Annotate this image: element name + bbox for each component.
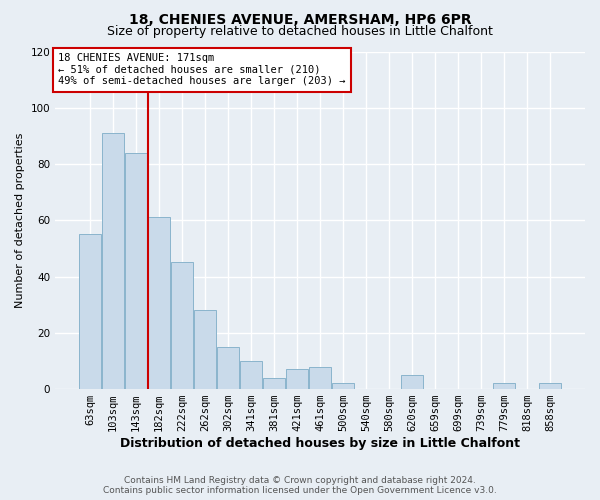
Text: Contains HM Land Registry data © Crown copyright and database right 2024.
Contai: Contains HM Land Registry data © Crown c… [103, 476, 497, 495]
Bar [171, 262, 193, 389]
Bar [539, 384, 561, 389]
Bar [401, 375, 423, 389]
Bar [125, 153, 147, 389]
Bar [263, 378, 285, 389]
Y-axis label: Number of detached properties: Number of detached properties [15, 132, 25, 308]
Bar [79, 234, 101, 389]
Text: 18, CHENIES AVENUE, AMERSHAM, HP6 6PR: 18, CHENIES AVENUE, AMERSHAM, HP6 6PR [128, 12, 472, 26]
Bar [286, 370, 308, 389]
Bar [309, 366, 331, 389]
Bar [194, 310, 216, 389]
Bar [240, 361, 262, 389]
Bar [148, 218, 170, 389]
Text: Size of property relative to detached houses in Little Chalfont: Size of property relative to detached ho… [107, 25, 493, 38]
Text: 18 CHENIES AVENUE: 171sqm
← 51% of detached houses are smaller (210)
49% of semi: 18 CHENIES AVENUE: 171sqm ← 51% of detac… [58, 53, 346, 86]
Bar [493, 384, 515, 389]
Bar [332, 384, 354, 389]
Bar [217, 347, 239, 389]
Bar [102, 133, 124, 389]
X-axis label: Distribution of detached houses by size in Little Chalfont: Distribution of detached houses by size … [120, 437, 520, 450]
